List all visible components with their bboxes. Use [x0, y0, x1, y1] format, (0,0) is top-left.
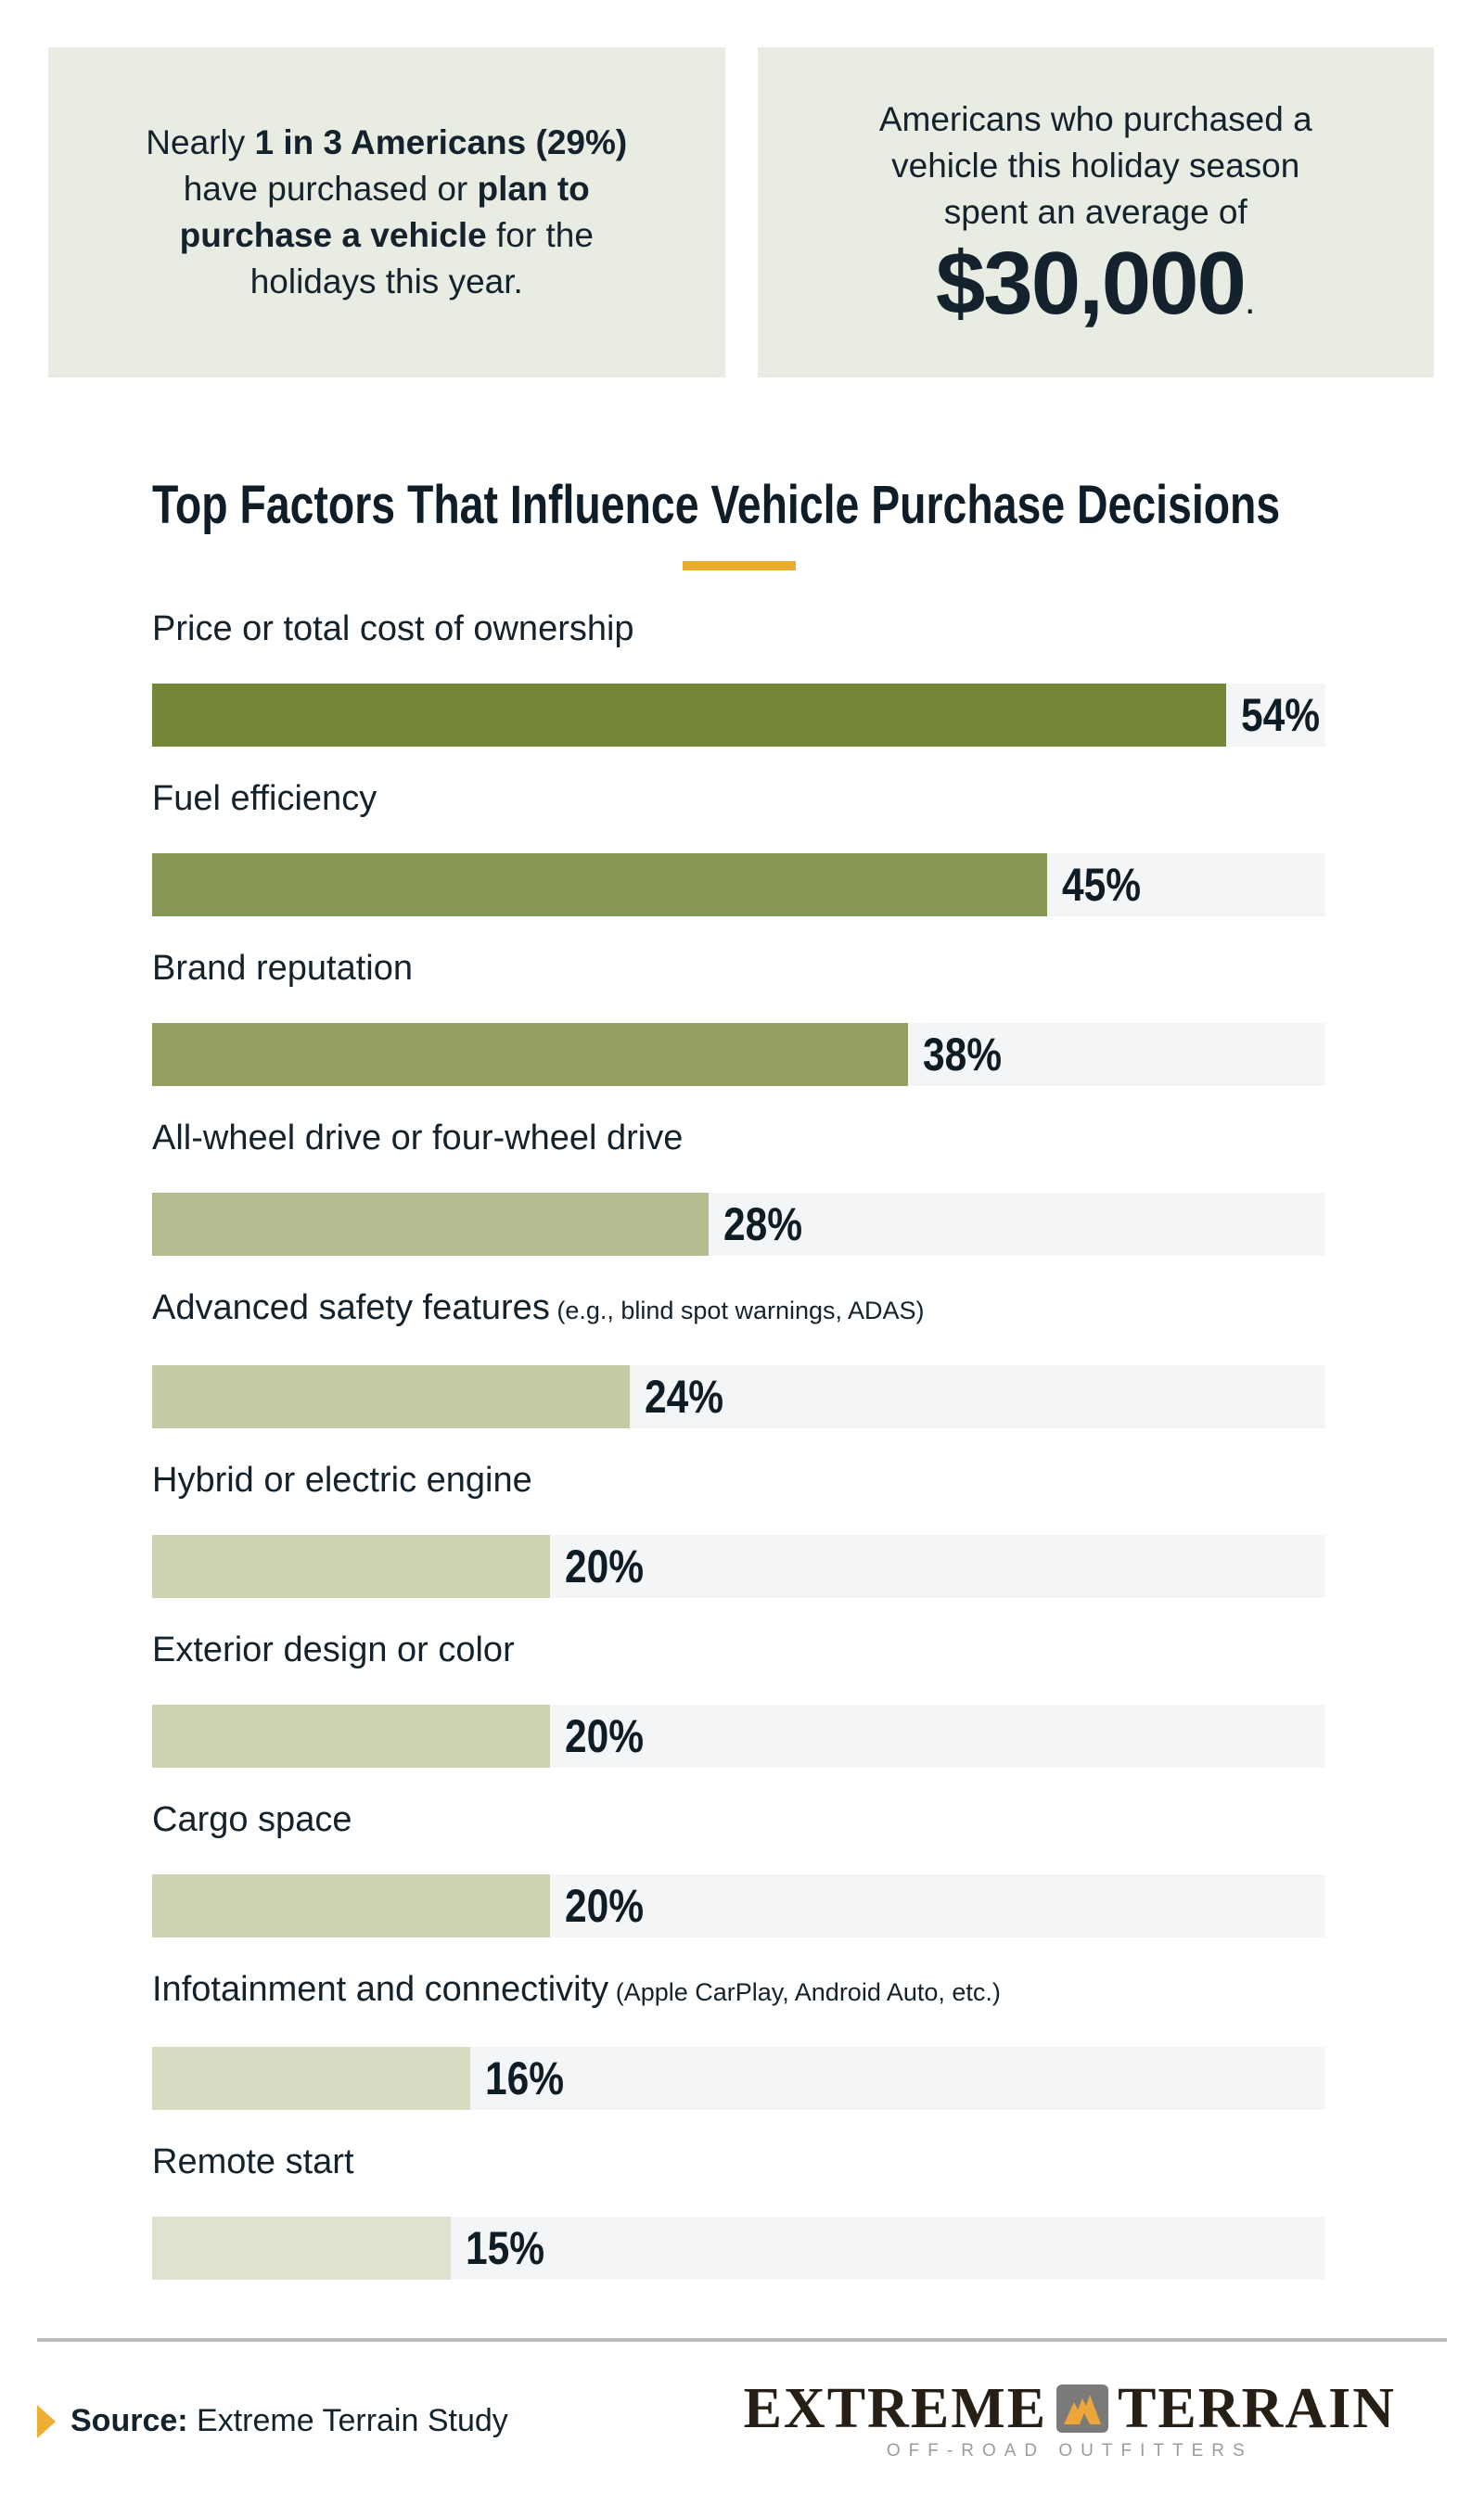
bar-label-sub: (Apple CarPlay, Android Auto, etc.) [608, 1978, 1001, 2006]
bar-fill [152, 2047, 471, 2110]
source-arrow-icon [37, 2404, 56, 2438]
bar-track: 20% [152, 1705, 1325, 1768]
footer-divider [37, 2338, 1447, 2342]
logo-word-terrain: TERRAIN [1118, 2377, 1396, 2440]
average-spend-intro-line: spent an average of [943, 193, 1247, 231]
mountain-icon [1064, 2395, 1102, 2424]
chart-row: Fuel efficiency 45% [152, 778, 1325, 916]
bar-fill [152, 2217, 451, 2280]
chart-row: Remote start 15% [152, 2141, 1325, 2280]
stat-text-regular: have purchased or [183, 170, 478, 208]
bar-label: Infotainment and connectivity (Apple Car… [152, 1969, 1325, 2013]
bar-fill [152, 853, 1047, 916]
bar-label-main: Exterior design or color [152, 1630, 515, 1669]
average-spend-amount: $30,000 [935, 234, 1247, 333]
bar-label-main: Advanced safety features [152, 1288, 550, 1327]
mountain-badge-icon [1056, 2384, 1109, 2433]
average-spend-intro-line: vehicle this holiday season [891, 147, 1300, 185]
stat-text-bold: 1 in 3 Americans (29%) [254, 123, 628, 161]
stat-text-regular: for the [486, 216, 594, 254]
bar-label: Cargo space [152, 1799, 1325, 1840]
stat-box-purchase-intent: Nearly 1 in 3 Americans (29%) have purcha… [48, 47, 725, 377]
bar-fill [152, 684, 1226, 747]
bar-label: Remote start [152, 2141, 1325, 2182]
bar-value: 24% [644, 1371, 723, 1423]
bar-value: 15% [465, 2222, 544, 2274]
bar-track: 20% [152, 1874, 1325, 1937]
bar-track: 28% [152, 1193, 1325, 1256]
bar-fill [152, 1023, 908, 1086]
bar-value: 54% [1240, 689, 1320, 741]
chart-row: Cargo space 20% [152, 1799, 1325, 1937]
bar-track: 15% [152, 2217, 1325, 2280]
source-value: Extreme Terrain Study [197, 2403, 508, 2438]
average-spend-period: . [1244, 278, 1256, 322]
bar-label-main: Fuel efficiency [152, 779, 377, 818]
bar-value: 16% [485, 2052, 565, 2104]
bar-label-main: Brand reputation [152, 949, 413, 988]
chart-title: Top Factors That Influence Vehicle Purch… [152, 475, 1281, 535]
bar-value: 20% [564, 1541, 644, 1592]
source-text-line: Source: Extreme Terrain Study [70, 2403, 508, 2439]
bar-value: 45% [1061, 859, 1141, 911]
bar-fill [152, 1193, 710, 1256]
bar-label-main: All-wheel drive or four-wheel drive [152, 1119, 684, 1157]
stat-text-bold: purchase a vehicle [179, 216, 487, 254]
stat-text-regular: holidays this year. [249, 262, 523, 300]
bar-track: 54% [152, 684, 1325, 747]
bar-label: Exterior design or color [152, 1630, 1325, 1670]
bar-track: 20% [152, 1535, 1325, 1598]
stat-text-bold: plan to [477, 170, 590, 208]
bar-label: Fuel efficiency [152, 778, 1325, 819]
bar-value: 20% [564, 1880, 644, 1932]
chart-row: Price or total cost of ownership 54% [152, 608, 1325, 747]
bar-fill [152, 1365, 630, 1428]
logo-wordmark: EXTREME TERRAIN [743, 2377, 1396, 2440]
stat-text-regular: Nearly [146, 123, 255, 161]
bar-label-main: Price or total cost of ownership [152, 609, 634, 648]
bar-label-main: Infotainment and connectivity [152, 1970, 609, 2009]
average-spend-intro-line: Americans who purchased a [878, 100, 1312, 138]
bar-fill [152, 1705, 550, 1768]
bar-label-main: Remote start [152, 2142, 354, 2181]
stat-boxes: Nearly 1 in 3 Americans (29%) have purcha… [0, 0, 1484, 377]
average-spend-intro: Americans who purchased a vehicle this ho… [879, 96, 1312, 236]
bar-label-main: Cargo space [152, 1800, 352, 1839]
bar-label: Brand reputation [152, 948, 1325, 989]
chart-rows: Price or total cost of ownership 54% Fuel … [152, 608, 1325, 2280]
chart-row: Brand reputation 38% [152, 948, 1325, 1086]
logo-word-extreme: EXTREME [743, 2377, 1048, 2440]
bar-value: 28% [723, 1198, 803, 1250]
bar-track: 24% [152, 1365, 1325, 1428]
average-spend-amount-line: $30,000. [936, 239, 1256, 328]
extreme-terrain-logo: EXTREME TERRAIN OFF-ROAD OUTFITTERS [743, 2377, 1396, 2461]
chart-row: Infotainment and connectivity (Apple Car… [152, 1969, 1325, 2110]
title-underline-accent [682, 561, 796, 570]
bar-label: Price or total cost of ownership [152, 608, 1325, 649]
source-attribution: Source: Extreme Terrain Study [37, 2403, 508, 2439]
chart-row: Exterior design or color 20% [152, 1630, 1325, 1768]
bar-label-sub: (e.g., blind spot warnings, ADAS) [549, 1297, 925, 1324]
bar-track: 38% [152, 1023, 1325, 1086]
logo-tagline: OFF-ROAD OUTFITTERS [886, 2441, 1253, 2461]
source-label: Source: [70, 2403, 188, 2438]
chart-row: Hybrid or electric engine 20% [152, 1460, 1325, 1598]
bar-value: 38% [922, 1029, 1002, 1080]
bar-fill [152, 1874, 550, 1937]
chart-row: All-wheel drive or four-wheel drive 28% [152, 1118, 1325, 1256]
footer: Source: Extreme Terrain Study EXTREME TE… [37, 2377, 1396, 2461]
bar-label-main: Hybrid or electric engine [152, 1461, 532, 1500]
bar-track: 45% [152, 853, 1325, 916]
purchase-intent-text: Nearly 1 in 3 Americans (29%) have purcha… [146, 120, 627, 305]
bar-label: Advanced safety features (e.g., blind sp… [152, 1287, 1325, 1331]
bar-value: 20% [564, 1710, 644, 1762]
bar-chart-section: Top Factors That Influence Vehicle Purch… [152, 479, 1325, 2280]
bar-label: Hybrid or electric engine [152, 1460, 1325, 1501]
bar-label: All-wheel drive or four-wheel drive [152, 1118, 1325, 1158]
bar-fill [152, 1535, 550, 1598]
chart-row: Advanced safety features (e.g., blind sp… [152, 1287, 1325, 1428]
stat-box-average-spend: Americans who purchased a vehicle this ho… [757, 47, 1434, 377]
bar-track: 16% [152, 2047, 1325, 2110]
